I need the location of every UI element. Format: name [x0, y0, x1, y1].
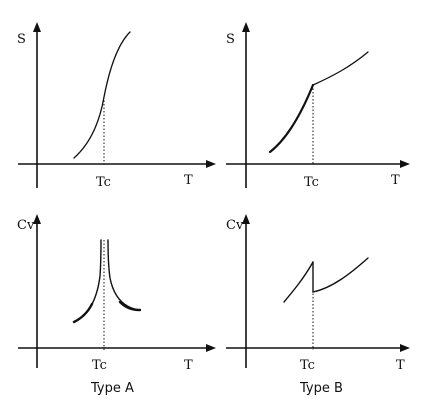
x-axis-label: T	[184, 173, 193, 188]
heat-capacity-curve-right-tail	[118, 300, 142, 312]
panel-top-left: S T Tc	[17, 22, 216, 190]
x-axis-arrow	[400, 344, 410, 352]
x-axis-label: T	[391, 173, 400, 188]
panel-top-right: S T Tc	[226, 22, 410, 190]
x-axis-arrow	[400, 160, 410, 168]
y-axis-arrow	[242, 214, 250, 224]
x-axis-label: T	[184, 358, 193, 373]
y-axis-arrow	[33, 22, 41, 32]
entropy-curve-high	[312, 51, 369, 86]
panel-bottom-right: Cv T Tc	[226, 214, 410, 373]
x-axis-label: T	[396, 358, 405, 373]
entropy-curve	[73, 31, 131, 159]
heat-capacity-curve-left-tail	[72, 302, 94, 324]
caption-type-a: Type A	[90, 381, 134, 396]
y-axis-arrow	[242, 22, 250, 32]
x-axis-arrow	[206, 344, 216, 352]
entropy-curve-low	[268, 83, 315, 154]
y-axis-label: S	[17, 32, 26, 47]
heat-capacity-curve-right	[107, 239, 141, 311]
panel-bottom-left: Cv T Tc	[17, 214, 216, 373]
heat-capacity-curve-low	[283, 261, 314, 303]
tc-tick-label: Tc	[300, 358, 315, 373]
tc-tick-label: Tc	[304, 175, 319, 190]
y-axis-label: Cv	[226, 218, 244, 233]
y-axis-label: S	[226, 32, 235, 47]
heat-capacity-curve-high	[312, 257, 369, 293]
y-axis-label: Cv	[17, 218, 35, 233]
y-axis-arrow	[33, 214, 41, 224]
tc-tick-label: Tc	[96, 175, 111, 190]
tc-tick-label: Tc	[92, 358, 107, 373]
x-axis-arrow	[206, 160, 216, 168]
caption-type-b: Type B	[299, 381, 343, 396]
